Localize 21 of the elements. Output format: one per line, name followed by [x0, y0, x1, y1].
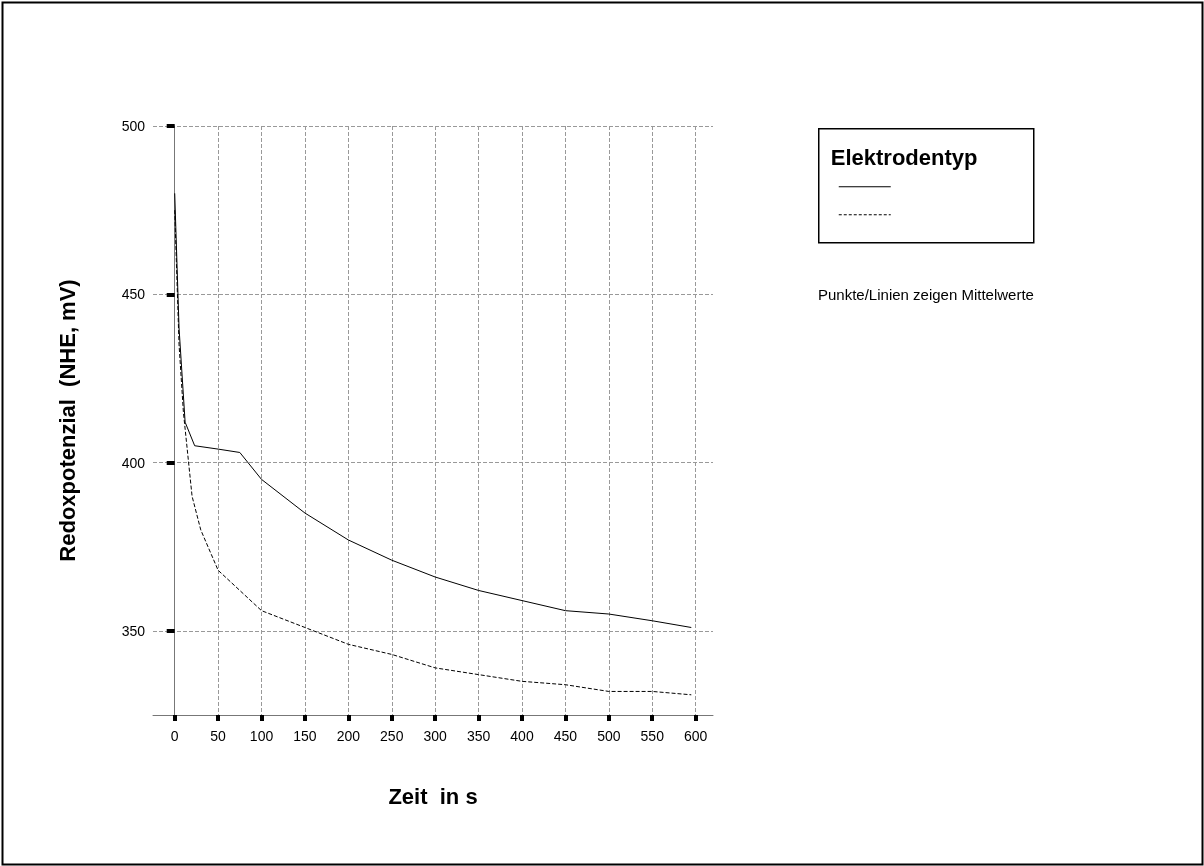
x-tick-label: 0: [170, 728, 179, 744]
y-tick-label: 350: [121, 622, 146, 639]
x-tick-label: 350: [466, 728, 491, 744]
x-tick-label: 450: [553, 728, 578, 744]
x-tick-label: 500: [597, 728, 621, 744]
x-tick-label: 550: [640, 728, 665, 744]
x-tick-label: 50: [210, 728, 227, 744]
text: Punkte/Linien zeigen Mittelwerte: [818, 286, 1034, 303]
y-axis-title: Redoxpotenzial (NHE, mV): [54, 279, 80, 562]
x-tick-label: 250: [380, 728, 404, 744]
x-tick-label: 400: [510, 728, 534, 744]
x-tick-label: 200: [336, 728, 361, 744]
y-tick-label: 450: [121, 286, 146, 303]
x-tick-label: 300: [423, 728, 448, 744]
y-tick-label: 400: [121, 454, 146, 471]
x-tick-label: 600: [683, 728, 708, 744]
y-tick-label: 500: [121, 118, 146, 134]
legend-title: Elektrodentyp: [830, 145, 978, 171]
x-axis-title: Zeit in s: [388, 783, 478, 809]
x-tick-label: 150: [293, 728, 317, 744]
x-tick-label: 100: [249, 728, 274, 744]
